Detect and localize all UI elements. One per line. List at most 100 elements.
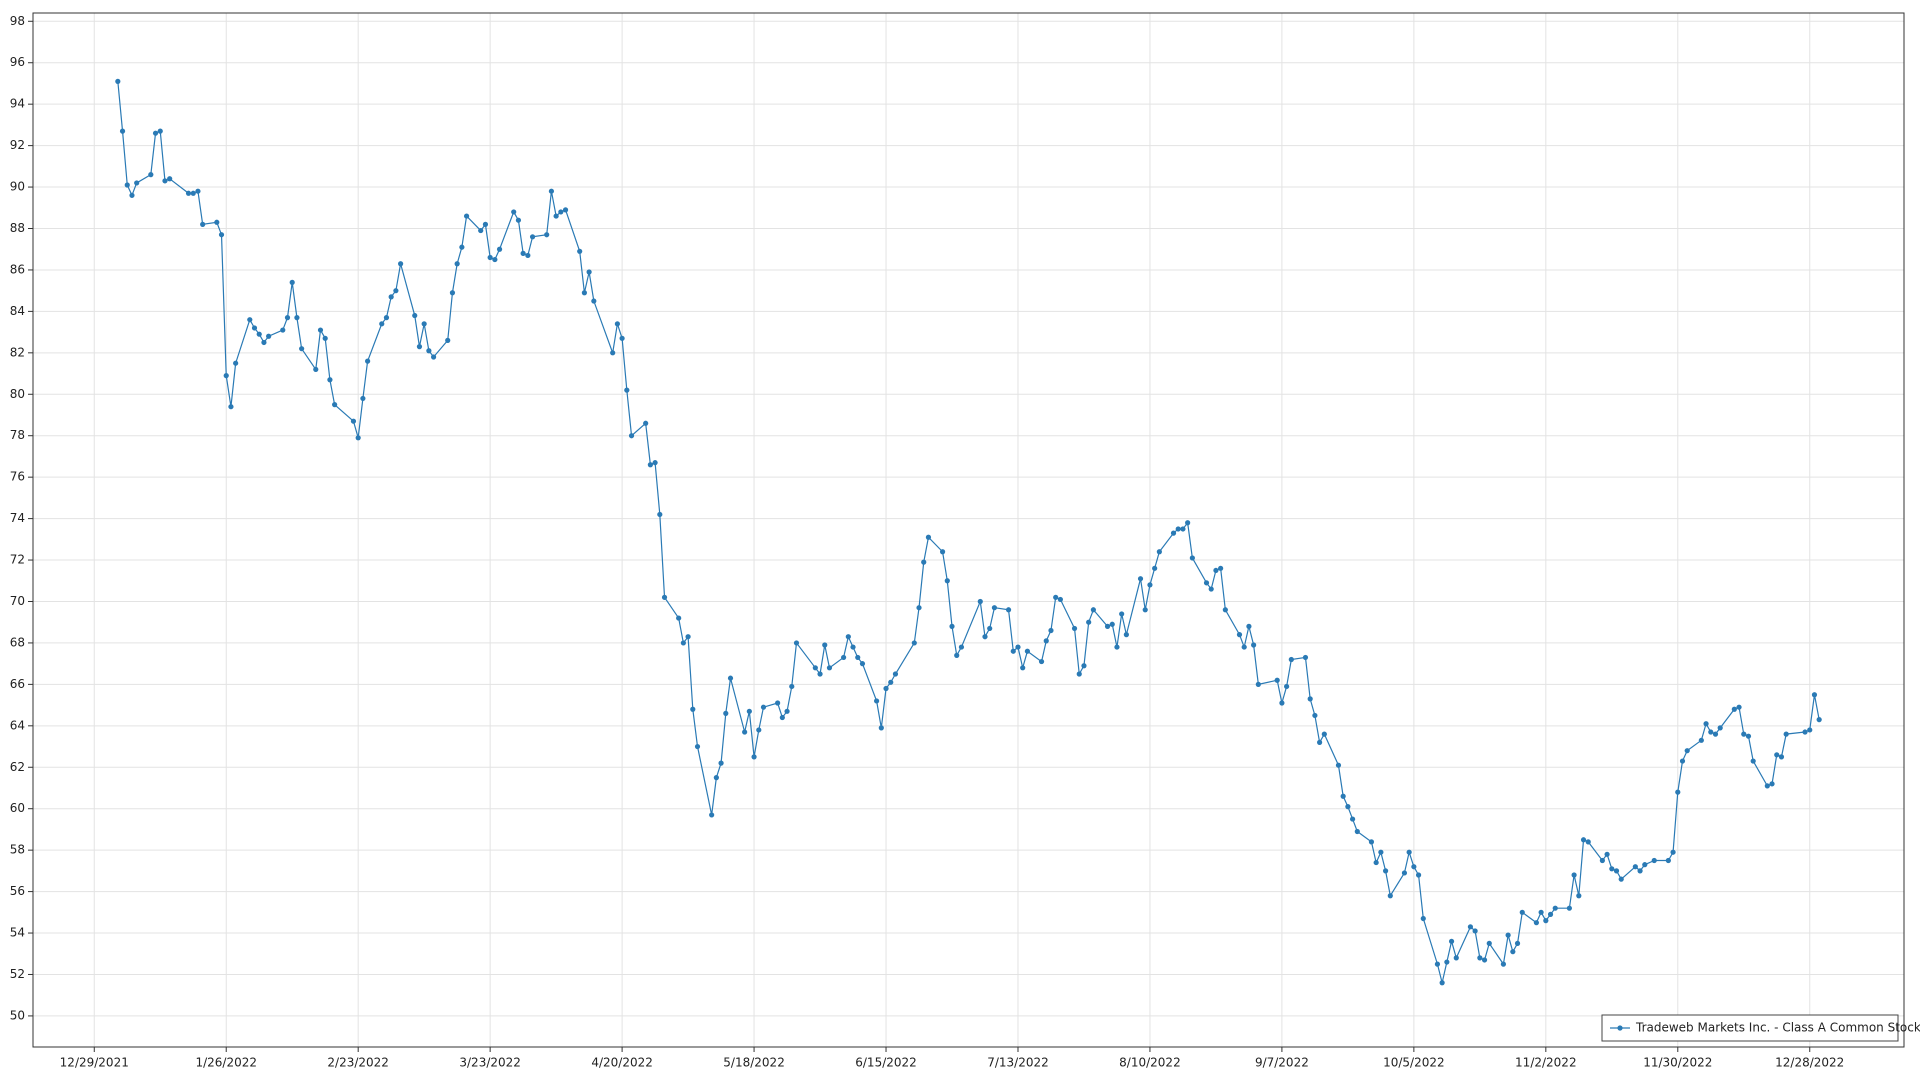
y-tick-label: 52 [10, 967, 25, 981]
data-point [873, 698, 880, 704]
data-point [445, 337, 451, 343]
data-point [1241, 644, 1247, 650]
data-point [266, 333, 272, 339]
data-point [1005, 607, 1012, 613]
data-point [1152, 565, 1158, 571]
data-point [1599, 857, 1605, 864]
data-point [383, 315, 390, 321]
y-tick-label: 82 [10, 345, 25, 359]
x-tick-label: 11/2/2022 [1515, 1056, 1577, 1070]
data-point [756, 727, 762, 733]
data-point [1222, 607, 1228, 613]
data-point [925, 534, 932, 540]
data-point [916, 605, 922, 611]
data-point [1170, 530, 1177, 536]
y-tick-label: 68 [10, 635, 25, 649]
data-point [1811, 692, 1818, 698]
data-point [1439, 980, 1445, 986]
y-tick-label: 70 [10, 594, 25, 608]
data-point [1609, 866, 1615, 872]
data-point [1670, 849, 1676, 855]
data-point [1807, 727, 1813, 733]
data-point [1368, 839, 1375, 845]
data-point [1448, 938, 1455, 944]
y-tick-label: 72 [10, 553, 25, 567]
data-point [775, 700, 781, 706]
data-point [520, 250, 526, 256]
data-point [614, 321, 620, 327]
data-point [454, 261, 460, 267]
data-point [888, 679, 894, 685]
data-point [1613, 868, 1620, 874]
data-point [1434, 961, 1441, 967]
data-point [647, 462, 653, 468]
x-tick-label: 2/23/2022 [327, 1056, 389, 1070]
y-tick-label: 50 [10, 1008, 25, 1022]
data-point [1020, 665, 1026, 671]
x-tick-label: 7/13/2022 [987, 1056, 1049, 1070]
data-point [1684, 748, 1690, 754]
data-point [1010, 648, 1016, 654]
y-tick-label: 76 [10, 470, 25, 484]
data-point [1288, 656, 1294, 663]
data-point [987, 625, 993, 632]
data-point [449, 290, 456, 296]
data-point [167, 176, 173, 182]
data-point [680, 640, 686, 646]
y-tick-label: 78 [10, 428, 25, 442]
data-point [685, 634, 691, 640]
legend-box [1601, 1014, 1899, 1042]
data-point [1505, 932, 1511, 938]
data-point [1717, 725, 1723, 731]
data-point [1246, 623, 1252, 629]
data-point [751, 754, 757, 760]
data-point [327, 377, 333, 383]
y-tick-label: 80 [10, 387, 25, 401]
y-tick-label: 54 [10, 926, 25, 940]
data-point [1481, 957, 1488, 963]
data-point [1119, 611, 1125, 617]
plot-frame [32, 12, 1905, 1048]
data-point [379, 321, 385, 327]
data-point [1477, 955, 1483, 961]
data-point [977, 598, 983, 605]
x-tick-label: 9/7/2022 [1255, 1056, 1309, 1070]
data-point [1665, 857, 1671, 864]
data-point [1703, 721, 1709, 727]
data-point [1090, 607, 1096, 613]
data-point [1236, 632, 1243, 638]
series-line [117, 81, 1820, 983]
x-tick-label: 6/15/2022 [855, 1056, 917, 1070]
x-tick-label: 11/30/2022 [1643, 1056, 1712, 1070]
data-point [157, 128, 163, 134]
data-point [1180, 526, 1186, 532]
data-point [1538, 909, 1544, 915]
data-point [1015, 644, 1021, 650]
data-point [1175, 526, 1181, 532]
data-point [1024, 648, 1031, 654]
data-point [421, 321, 427, 327]
data-point [619, 335, 625, 341]
data-point [1618, 876, 1624, 882]
data-point [690, 706, 696, 712]
data-point [1076, 671, 1082, 677]
x-tick-label: 4/20/2022 [591, 1056, 653, 1070]
data-point [233, 360, 239, 366]
data-point [958, 644, 965, 650]
data-point [826, 665, 833, 671]
data-point [1547, 911, 1554, 917]
data-point [492, 256, 498, 263]
data-point [1453, 955, 1459, 961]
data-point [487, 254, 493, 261]
data-point [1382, 868, 1389, 874]
data-point [657, 511, 663, 518]
data-point [218, 232, 225, 238]
data-point [115, 78, 121, 84]
data-point [313, 366, 319, 373]
data-point [1156, 549, 1162, 555]
data-point [294, 315, 300, 321]
data-point [332, 402, 338, 408]
data-point [1203, 580, 1210, 586]
data-point [1057, 596, 1064, 603]
